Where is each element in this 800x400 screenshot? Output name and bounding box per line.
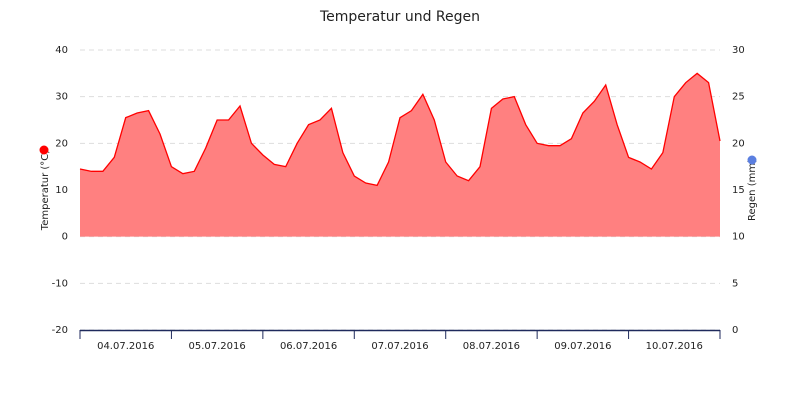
x-tick-label: 04.07.2016 <box>97 341 154 352</box>
x-tick-label: 08.07.2016 <box>463 341 520 352</box>
x-tick-label: 10.07.2016 <box>646 341 703 352</box>
line <box>79 72 721 187</box>
y2-tick-label: 0 <box>732 325 738 336</box>
y-tick-label: 40 <box>55 45 68 56</box>
y-tick-label: 10 <box>55 185 68 196</box>
chart-title: Temperatur und Regen <box>319 9 480 25</box>
x-tick-label: 05.07.2016 <box>189 341 246 352</box>
y-axis-label: Temperatur (°C) <box>40 150 51 231</box>
y-tick-label: -20 <box>52 325 68 336</box>
y2-tick-label: 20 <box>732 138 745 149</box>
y-tick-label: 0 <box>62 232 68 243</box>
y2-tick-label: 5 <box>732 278 738 289</box>
y2-axis-label: Regen (mm) <box>747 159 758 221</box>
y-tick-label: 30 <box>55 92 68 103</box>
y2-tick-label: 25 <box>732 92 745 103</box>
x-tick-label: 06.07.2016 <box>280 341 337 352</box>
x-tick-label: 09.07.2016 <box>554 341 611 352</box>
y-tick-label: 20 <box>55 138 68 149</box>
x-tick-label: 07.07.2016 <box>371 341 428 352</box>
y2-tick-label: 30 <box>732 45 745 56</box>
legend-dot <box>39 145 49 155</box>
y2-tick-label: 10 <box>732 232 745 243</box>
area <box>80 73 720 237</box>
y2-tick-label: 15 <box>732 185 745 196</box>
y-tick-label: -10 <box>52 278 68 289</box>
legend-dot <box>747 155 757 165</box>
